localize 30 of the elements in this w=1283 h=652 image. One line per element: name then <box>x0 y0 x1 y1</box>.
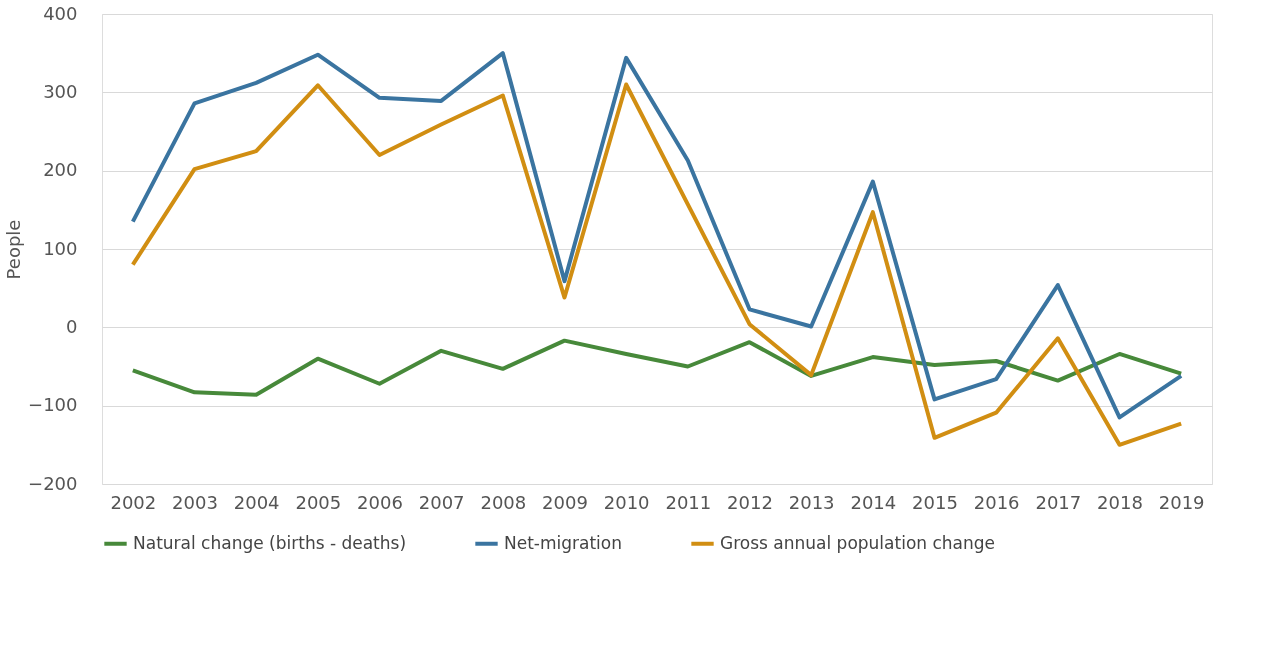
x-tick-label: 2012 <box>727 491 773 513</box>
x-tick-label: 2009 <box>542 491 588 513</box>
x-tick-label: 2011 <box>665 491 712 513</box>
y-tick-label: 100 <box>43 237 78 259</box>
x-tick-label: 2002 <box>110 491 157 513</box>
x-tick-label: 2010 <box>603 491 650 513</box>
y-tick-label: 400 <box>43 2 78 24</box>
legend-label: Gross annual population change <box>720 532 996 553</box>
y-tick-label: 200 <box>43 159 78 181</box>
x-tick-label: 2019 <box>1158 491 1205 513</box>
x-tick-label: 2005 <box>295 491 342 513</box>
legend-label: Natural change (births - deaths) <box>133 532 407 553</box>
x-tick-label: 2006 <box>357 491 403 513</box>
line-series <box>130 338 1184 397</box>
y-tick-label: −200 <box>28 472 78 494</box>
y-tick-label: 300 <box>43 80 78 102</box>
x-tick-label: 2014 <box>850 491 897 513</box>
x-tick-label: 2008 <box>480 491 527 513</box>
legend-label: Net-migration <box>504 532 623 553</box>
x-tick-label: 2013 <box>788 491 835 513</box>
y-tick-label: −100 <box>28 394 78 416</box>
x-tick-label: 2003 <box>172 491 218 513</box>
x-tick-label: 2015 <box>912 491 958 513</box>
y-axis-title: People <box>3 219 25 280</box>
x-tick-label: 2004 <box>233 491 280 513</box>
x-tick-label: 2016 <box>973 491 1020 513</box>
y-tick-label: 0 <box>66 315 78 337</box>
x-tick-label: 2007 <box>418 491 465 513</box>
x-tick-label: 2017 <box>1035 491 1082 513</box>
x-tick-label: 2018 <box>1097 491 1143 513</box>
